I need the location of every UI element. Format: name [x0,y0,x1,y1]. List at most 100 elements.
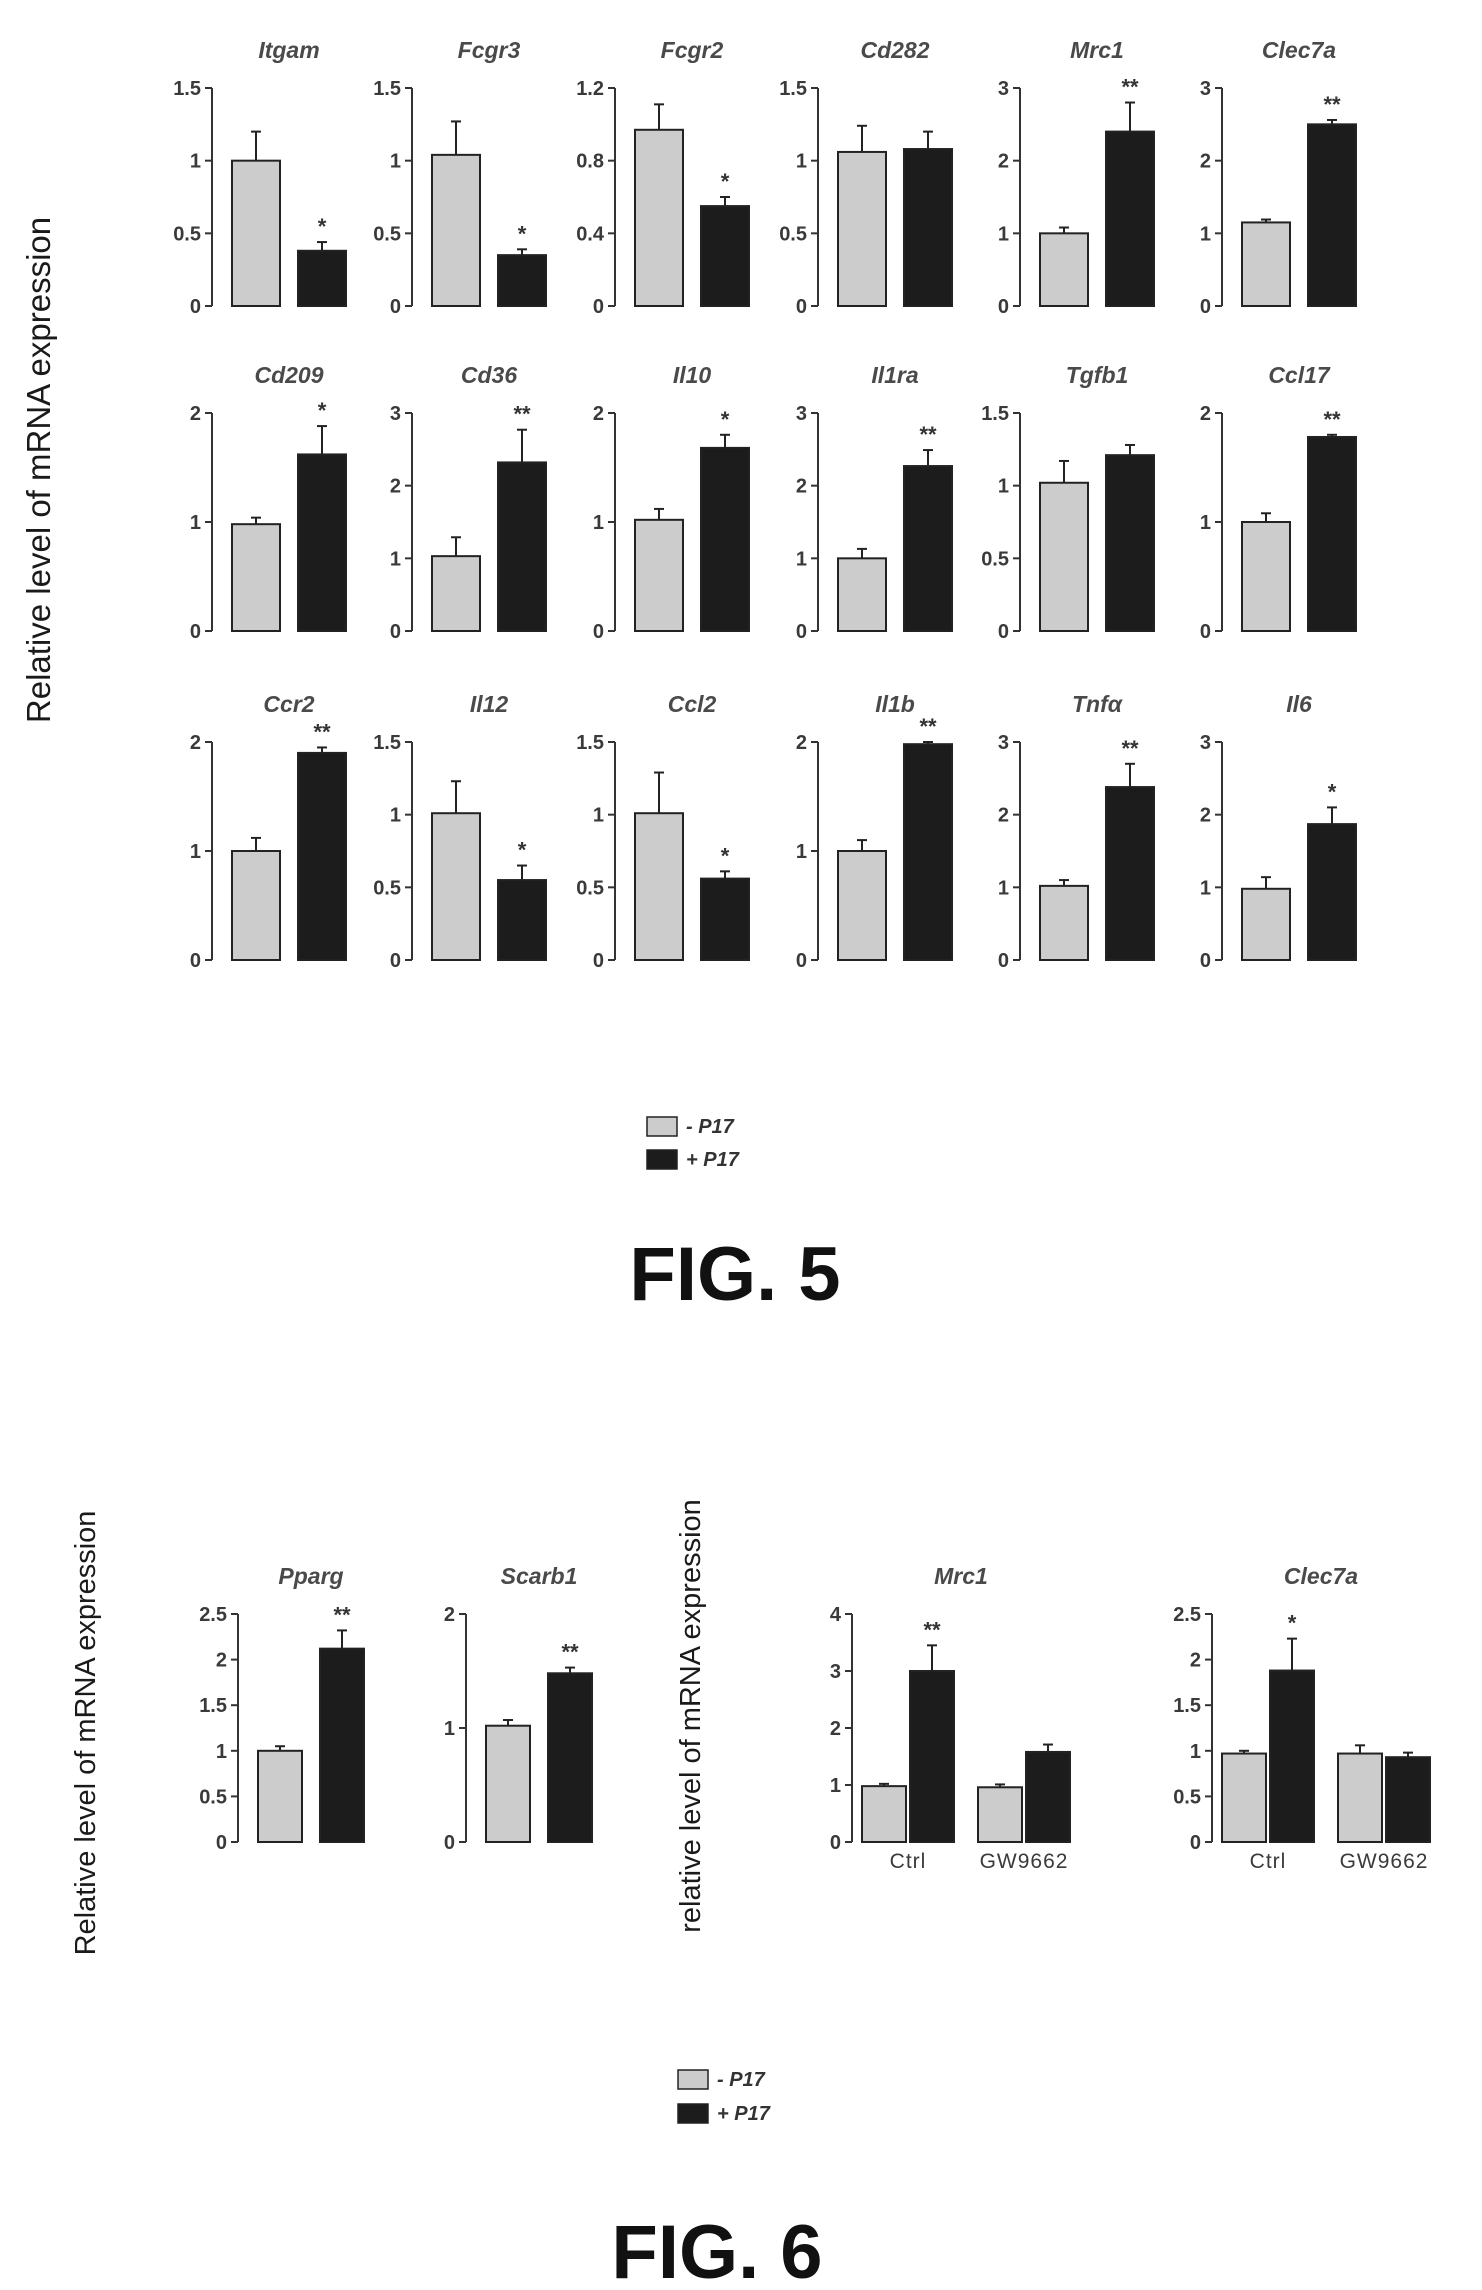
chart-fig-6-mrc1: 0 1 2 3 4 Mrc1 ** Ctrl GW9662 [830,1563,1071,1873]
plus-p17-bar [497,461,547,632]
chart-title: Fcgr3 [458,37,521,63]
fig5-y-axis-label: Relative level of mRNA expression [20,217,57,723]
plus-p17-significance: ** [561,1640,579,1665]
minus-p17-bar [634,128,684,307]
y-tick-label: 0 [830,1832,841,1854]
chart-title: Ccl2 [668,691,717,717]
y-tick-label: 1 [216,1741,227,1763]
y-tick-label: 0 [796,950,807,972]
y-tick-label: 1 [593,805,604,827]
chart-fig-5-il10: 0 1 2 Il10 * [593,362,750,643]
minus-p17-bar [1241,521,1291,632]
y-tick-label: 0 [998,950,1009,972]
minus-p17-bar [837,557,887,632]
y-tick-label: 1 [390,548,401,570]
minus-p17-bar [257,1749,303,1844]
y-tick-label: 0.5 [199,1786,227,1808]
y-tick-label: 2 [1200,805,1211,827]
y-tick-label: 2 [1200,151,1211,173]
y-tick-label: 0.5 [779,223,807,245]
y-tick-label: 0 [390,296,401,318]
chart-title: Pparg [278,1563,343,1589]
y-tick-label: 2 [593,403,604,425]
chart-fig-5-fcgr3: 0 0.5 1 1.5 Fcgr3 * [373,37,547,318]
y-tick-label: 1 [796,841,807,863]
plus-p17-significance: ** [1121,75,1139,100]
y-tick-label: 0.5 [373,223,401,245]
minus-p17-bar [837,850,887,961]
plus-p17-bar [700,877,750,962]
y-tick-label: 0 [190,950,201,972]
y-tick-label: 2 [998,151,1009,173]
y-tick-label: 0.8 [576,151,604,173]
ctrl-minus-p17-bar [861,1785,907,1844]
y-tick-label: 1.5 [373,732,401,754]
y-tick-label: 2 [1190,1650,1201,1672]
y-tick-label: 0 [796,296,807,318]
plus-p17-significance: * [518,221,527,246]
chart-title: Il1ra [871,362,919,388]
plus-p17-bar [700,446,750,632]
y-tick-label: 1 [593,512,604,534]
plus-p17-significance: * [318,398,327,423]
y-tick-label: 1 [830,1775,841,1797]
plus-p17-bar [547,1672,593,1844]
y-tick-label: 2 [190,732,201,754]
plus-p17-bar [1105,786,1155,962]
chart-fig-5-il6: 0 1 2 3 Il6 * [1200,691,1357,972]
chart-title: Tnfα [1072,691,1124,717]
ctrl-plus-p17-bar [1269,1669,1315,1843]
chart-fig-5-cd36: 0 1 2 3 Cd36 ** [390,362,547,643]
y-tick-label: 1.5 [981,403,1009,425]
x-category-label: Ctrl [890,1850,927,1873]
plus-p17-bar [1105,130,1155,307]
y-tick-label: 1.5 [1173,1695,1201,1717]
plus-p17-bar [297,249,347,307]
chart-title: Tgfb1 [1066,362,1129,388]
y-tick-label: 1 [390,805,401,827]
y-tick-label: 1.5 [373,78,401,100]
y-tick-label: 1 [444,1718,455,1740]
plus-p17-significance: * [721,169,730,194]
plus-p17-bar [700,205,750,307]
y-tick-label: 0.5 [576,877,604,899]
plus-p17-significance: ** [333,1602,351,1627]
chart-fig-5-cd209: 0 1 2 Cd209 * [190,362,347,643]
plus-p17-bar [297,453,347,633]
y-tick-label: 4 [830,1604,842,1626]
y-tick-label: 1 [1190,1741,1201,1763]
y-tick-label: 2.5 [1173,1604,1201,1626]
y-tick-label: 0.5 [981,548,1009,570]
chart-fig-5-tgfb1: 0 0.5 1 1.5 Tgfb1 [981,362,1155,643]
y-tick-label: 3 [998,78,1009,100]
minus-p17-bar [634,812,684,961]
y-tick-label: 3 [998,732,1009,754]
chart-fig-5-mrc1: 0 1 2 3 Mrc1 ** [998,37,1155,318]
y-tick-label: 3 [796,403,807,425]
plus-p17-bar [903,743,953,961]
y-tick-label: 0 [998,621,1009,643]
ctrl-plus-p17-significance: * [1288,1611,1297,1636]
y-tick-label: 2.5 [199,1604,227,1626]
plus-p17-significance: ** [919,422,937,447]
fig6-legend: - P17 + P17 [677,2069,771,2125]
chart-title: Cd282 [860,37,929,63]
y-tick-label: 0 [1200,950,1211,972]
ctrl-minus-p17-bar [1221,1752,1267,1844]
fig6-legend-minus-label: - P17 [717,2069,766,2091]
y-tick-label: 0 [593,950,604,972]
y-tick-label: 0.4 [576,223,605,245]
y-tick-label: 3 [830,1661,841,1683]
plus-p17-significance: ** [313,719,331,744]
y-tick-label: 1.5 [576,732,604,754]
minus-p17-bar [1039,481,1089,633]
chart-fig-6-pparg: 0 0.5 1 1.5 2 2.5 Pparg ** [199,1563,365,1854]
plus-p17-bar [297,751,347,962]
y-tick-label: 2 [796,732,807,754]
chart-fig-5-clec7a: 0 1 2 3 Clec7a ** [1200,37,1357,318]
y-tick-label: 0 [1190,1832,1201,1854]
chart-fig-5-ccl17: 0 1 2 Ccl17 ** [1200,362,1357,643]
chart-title: Il6 [1286,691,1312,717]
y-tick-label: 0 [796,621,807,643]
